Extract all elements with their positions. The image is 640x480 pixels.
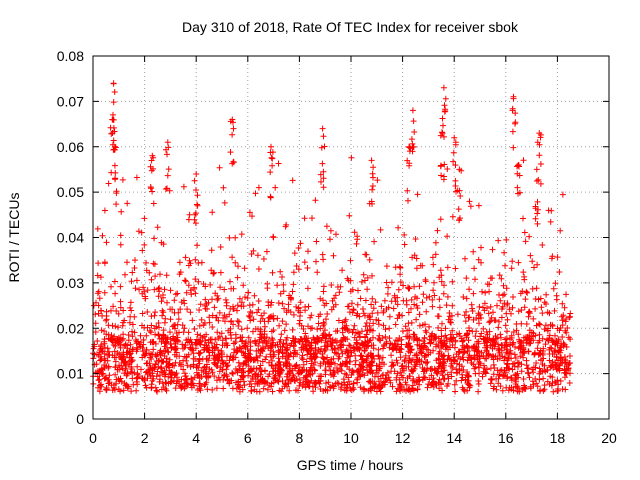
y-tick-label: 0.05 [57, 184, 84, 200]
y-tick-label: 0.06 [57, 139, 84, 155]
data-points [90, 80, 574, 395]
x-tick-label: 0 [89, 430, 97, 446]
x-tick-label: 20 [601, 430, 617, 446]
grid-lines [93, 56, 609, 419]
y-tick-label: 0.02 [57, 320, 84, 336]
y-tick-label: 0.04 [57, 230, 84, 246]
x-tick-label: 10 [343, 430, 359, 446]
y-tick-label: 0.07 [57, 93, 84, 109]
chart-title: Day 310 of 2018, Rate Of TEC Index for r… [182, 19, 519, 35]
x-tick-label: 6 [244, 430, 252, 446]
x-tick-label: 16 [498, 430, 514, 446]
y-tick-label: 0.01 [57, 366, 84, 382]
x-axis-label: GPS time / hours [297, 457, 404, 473]
x-tick-label: 18 [550, 430, 566, 446]
x-tick-label: 14 [446, 430, 462, 446]
y-tick-label: 0.03 [57, 275, 84, 291]
roti-plus-markers [90, 80, 574, 395]
y-axis-label: ROTI / TECUs [6, 193, 22, 283]
x-tick-label: 4 [192, 430, 200, 446]
y-tick-label: 0.08 [57, 48, 84, 64]
x-tick-label: 12 [395, 430, 411, 446]
x-tick-label: 2 [141, 430, 149, 446]
axis-ticks: 0 2 4 6 8 10 12 14 16 18 20 0 0.01 0.02 0.03 0.04 0.05 0.… [57, 48, 617, 446]
x-tick-label: 8 [296, 430, 304, 446]
y-tick-label: 0 [76, 411, 84, 427]
